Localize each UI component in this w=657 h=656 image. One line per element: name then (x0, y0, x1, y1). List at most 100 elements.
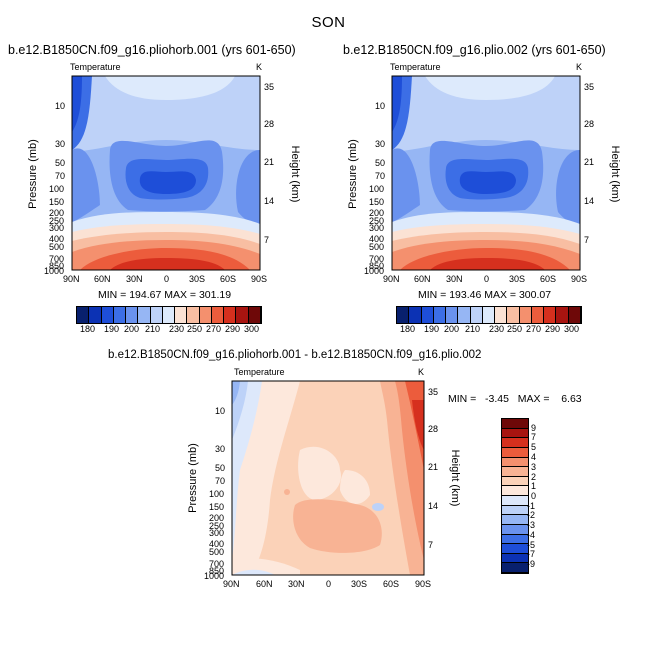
panel2-ytick: 100 (369, 184, 385, 194)
colorbar-swatch (433, 307, 447, 323)
colorbar-swatch (502, 467, 528, 477)
colorbar-tick: 270 (206, 324, 222, 334)
colorbar-tick: 190 (104, 324, 120, 334)
panel2-xtick: 30N (446, 274, 463, 284)
panel2-xtick: 90N (383, 274, 400, 284)
panel3-xtick: 60S (383, 579, 400, 589)
panel3-ytick: 150 (209, 502, 225, 512)
colorbar-swatch (502, 553, 528, 564)
panel1-htick: 7 (264, 235, 270, 245)
colorbar-swatch (482, 307, 496, 323)
panel2-xtick: 90S (571, 274, 588, 284)
colorbar-tick: 210 (465, 324, 481, 334)
panel1-ytick: 30 (55, 139, 66, 149)
colorbar-swatch (502, 419, 528, 429)
colorbar-tick: 9 (531, 423, 537, 433)
colorbar-swatch (77, 307, 90, 323)
panel1-xtick: 60S (220, 274, 237, 284)
panel2-htick: 35 (584, 82, 595, 92)
colorbar-tick: 250 (507, 324, 523, 334)
colorbar-swatch (502, 447, 528, 458)
colorbar-tick: 230 (489, 324, 505, 334)
colorbar-tick: 0 (531, 491, 537, 501)
panel3-htick: 7 (428, 540, 434, 550)
colorbar-swatch (458, 307, 471, 323)
panel3-contour-field (232, 381, 424, 575)
colorbar-swatch (89, 307, 102, 323)
panel1-htick: 21 (264, 157, 275, 167)
colorbar-swatch (248, 307, 261, 323)
colorbar-swatch (187, 307, 200, 323)
panel1-contour-field (72, 76, 260, 270)
colorbar-tick: 190 (424, 324, 440, 334)
panel3-xtick: 0 (326, 579, 332, 589)
panel1-ytick: 300 (49, 223, 65, 233)
panel3-htick: 14 (428, 501, 439, 511)
colorbar-tick: -5 (527, 540, 536, 550)
panel1-ytick: 250 (49, 216, 65, 226)
colorbar-swatch (397, 307, 410, 323)
panel2-ytick: 300 (369, 223, 385, 233)
panel3-htick: 28 (428, 424, 439, 434)
panel1-variable: Temperature (70, 62, 121, 72)
colorbar-tick: 250 (187, 324, 203, 334)
panel3-ytick: 700 (209, 559, 225, 569)
colorbar-swatch (502, 496, 528, 506)
colorbar-swatch (126, 307, 139, 323)
panel2-stats: MIN = 193.46 MAX = 300.07 (418, 289, 552, 301)
panel3-ylabel: Pressure (mb) (187, 443, 199, 513)
panel1-ytick: 500 (49, 242, 65, 252)
panel3-ytick: 70 (215, 476, 226, 486)
panel3-xtick: 30S (351, 579, 368, 589)
colorbar-tick: 200 (444, 324, 460, 334)
colorbar-swatch (502, 438, 528, 448)
colorbar-tick: 1 (531, 481, 537, 491)
panel1-title: b.e12.B1850CN.f09_g16.pliohorb.001 (yrs … (8, 43, 296, 57)
colorbar-tick: -1 (527, 501, 536, 511)
colorbar-swatch (101, 307, 114, 323)
colorbar-swatch (502, 544, 528, 554)
colorbar-swatch (502, 524, 528, 535)
colorbar-tick: 230 (169, 324, 185, 334)
colorbar-tick: 210 (145, 324, 161, 334)
panel1-xtick: 30N (126, 274, 143, 284)
panel3-xtick: 60N (256, 579, 273, 589)
colorbar-tick: 2 (531, 472, 537, 482)
panel2-ylabel: Pressure (mb) (347, 139, 359, 209)
colorbar-tick: -7 (527, 549, 536, 559)
colorbar-swatch (502, 457, 528, 468)
colorbar-swatch (531, 307, 545, 323)
panel3-ytick: 30 (215, 444, 226, 454)
colorbar-tick: -3 (527, 520, 536, 530)
colorbar-tick: 290 (545, 324, 561, 334)
colorbar-tick: 180 (80, 324, 96, 334)
panel1-units: K (256, 62, 263, 72)
panel2-xtick: 60S (540, 274, 557, 284)
panel1-ytick: 1000 (44, 266, 65, 276)
colorbar-swatch (507, 307, 520, 323)
panel3-ytick: 200 (209, 513, 225, 523)
panel1-colorbar (76, 306, 262, 324)
panel1-ytick: 70 (55, 171, 66, 181)
colorbar-swatch (502, 534, 528, 545)
panel1-htick: 35 (264, 82, 275, 92)
panel3-ytick: 50 (215, 463, 226, 473)
panel3-ytick: 1000 (204, 571, 225, 581)
colorbar-swatch (519, 307, 532, 323)
panel1-xtick: 60N (94, 274, 111, 284)
panel3-xtick: 90N (223, 579, 240, 589)
colorbar-swatch (502, 476, 528, 487)
colorbar-swatch (113, 307, 127, 323)
panel3-ytick: 10 (215, 406, 226, 416)
colorbar-tick: 300 (564, 324, 580, 334)
panel3-htick: 35 (428, 387, 439, 397)
panel2-ytick: 30 (375, 139, 386, 149)
panel3-xtick: 30N (288, 579, 305, 589)
panel1-ytick: 50 (55, 158, 66, 168)
panel2-colorbar (396, 306, 582, 324)
panel2-htick: 14 (584, 196, 595, 206)
panel1-xtick: 90N (63, 274, 80, 284)
colorbar-swatch (421, 307, 434, 323)
colorbar-tick: 200 (124, 324, 140, 334)
